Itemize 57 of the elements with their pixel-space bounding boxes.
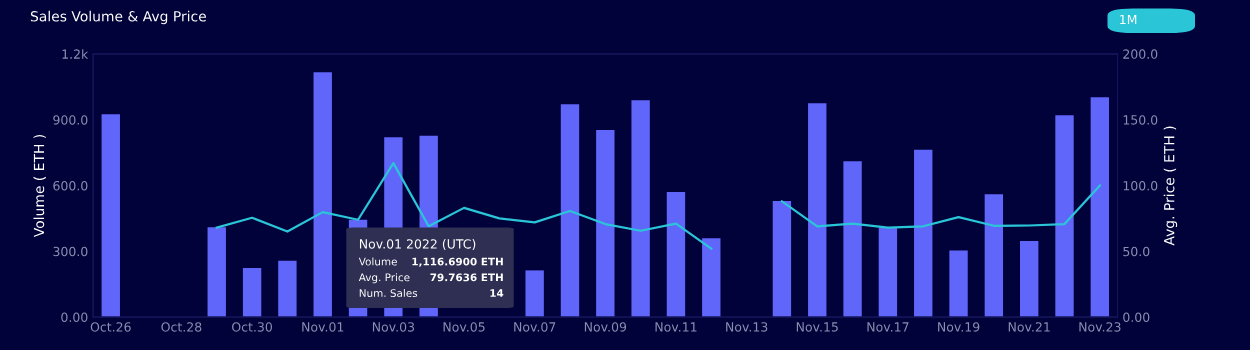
x-tick-label: Nov.09 [584,322,627,332]
bar [702,238,721,318]
annotation: Nov.01 2022 (UTC) [359,238,476,251]
y-tick-label: 1.2k [62,49,89,59]
bar [525,270,544,318]
x-tick-label: Nov.03 [372,322,415,332]
bar [313,72,332,318]
x-tick-label: Oct.28 [161,322,202,332]
annotation: 79.7636 ETH [430,273,503,282]
x-tick-label: Nov.05 [443,322,485,332]
y-tick-label: 300.0 [53,246,88,257]
y-tick-label: 0.00 [61,312,88,323]
x-tick-label: Oct.26 [90,322,131,332]
annotation: Num. Sales [359,288,418,298]
y2-tick-label: 150.0 [1123,115,1158,125]
bar [1055,115,1074,318]
x-tick-label: Oct.30 [232,322,272,332]
annotation: Avg. Price [358,273,410,284]
bar [1090,97,1110,318]
bar [596,130,615,318]
annotation: 1,116.6900 ETH [412,257,503,267]
bar [808,103,827,318]
text: 1M [1120,14,1137,25]
x-tick-label: Nov.19 [938,322,980,332]
y2-axis-title: Avg. Price ( ETH ) [1163,126,1178,246]
x-tick-label: Nov.11 [655,322,697,332]
bar [878,227,898,318]
x-tick-label: Nov.07 [514,322,556,332]
x-tick-label: Nov.23 [1079,322,1121,332]
y2-tick-label: 100.0 [1123,180,1158,191]
y-axis-title: Volume ( ETH ) [33,134,46,238]
y-tick-label: 600.0 [53,180,88,191]
chart-title: Sales Volume & Avg Price [30,10,206,25]
y2-tick-label: 50.0 [1123,246,1150,257]
annotation: 14 [490,289,504,297]
y2-tick-label: 200.0 [1123,49,1158,59]
x-tick-label: Nov.17 [867,322,909,332]
bar [631,100,650,318]
bar [278,260,297,318]
bar [843,161,862,318]
bar [914,149,933,318]
bar [949,250,968,318]
bar [101,114,120,318]
x-tick-label: Nov.01 [302,322,344,332]
bar [984,194,1004,318]
annotation: Volume [358,257,397,266]
bar [242,267,262,318]
bar [772,201,792,318]
bar [207,227,226,318]
y-tick-label: 900.0 [53,115,88,125]
x-tick-label: Nov.21 [1008,322,1050,332]
bar [666,192,686,318]
x-tick-label: Nov.15 [796,322,838,332]
bar [1020,240,1039,318]
x-tick-label: Nov.13 [726,322,768,332]
bar [560,104,580,318]
y2-tick-label: 0.00 [1123,312,1150,323]
